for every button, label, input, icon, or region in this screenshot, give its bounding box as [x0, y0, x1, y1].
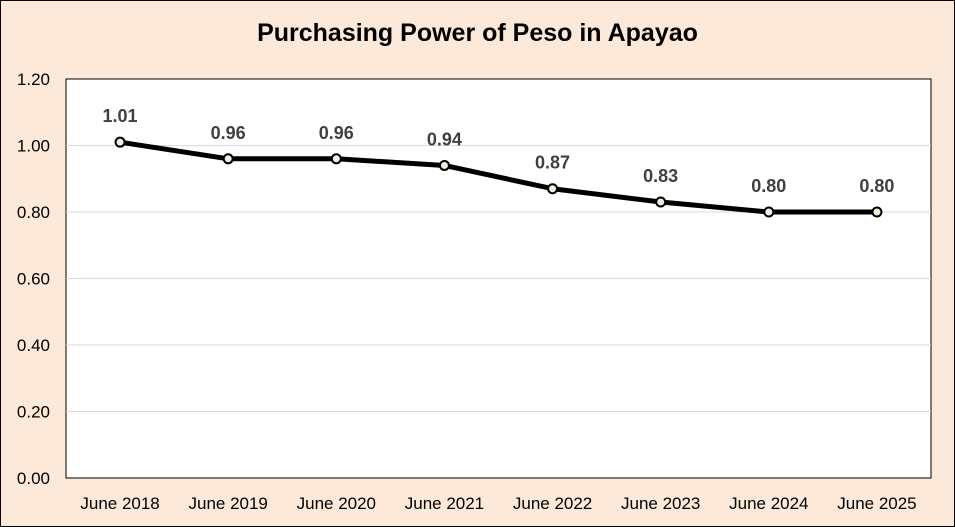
x-tick-label: June 2019	[188, 494, 267, 513]
data-point	[438, 159, 450, 171]
data-point	[222, 153, 234, 165]
data-label: 0.94	[427, 129, 462, 149]
data-point	[655, 196, 667, 208]
data-point	[114, 136, 126, 148]
chart-title: Purchasing Power of Peso in Apayao	[257, 19, 698, 47]
x-tick-label: June 2020	[297, 494, 376, 513]
data-point	[547, 183, 559, 195]
x-tick-label: June 2022	[513, 494, 592, 513]
y-tick-label: 0.00	[17, 469, 50, 488]
x-tick-label: June 2021	[405, 494, 484, 513]
y-tick-label: 0.20	[17, 403, 50, 422]
x-tick-label: June 2023	[621, 494, 700, 513]
x-tick-label: June 2025	[837, 494, 916, 513]
y-tick-label: 1.00	[17, 137, 50, 156]
data-label: 0.80	[751, 176, 786, 196]
y-tick-label: 0.40	[17, 336, 50, 355]
data-label: 0.96	[211, 123, 246, 143]
x-tick-label: June 2024	[729, 494, 808, 513]
data-label: 0.83	[643, 166, 678, 186]
series-line	[117, 139, 880, 215]
data-label: 0.96	[319, 123, 354, 143]
y-tick-label: 1.20	[17, 70, 50, 89]
x-tick-label: June 2018	[80, 494, 159, 513]
data-point	[763, 206, 775, 218]
data-label: 0.87	[535, 153, 570, 173]
data-point	[330, 153, 342, 165]
data-label: 1.01	[103, 106, 138, 126]
y-tick-label: 0.60	[17, 270, 50, 289]
y-tick-label: 0.80	[17, 203, 50, 222]
data-point	[871, 206, 883, 218]
data-label: 0.80	[859, 176, 894, 196]
